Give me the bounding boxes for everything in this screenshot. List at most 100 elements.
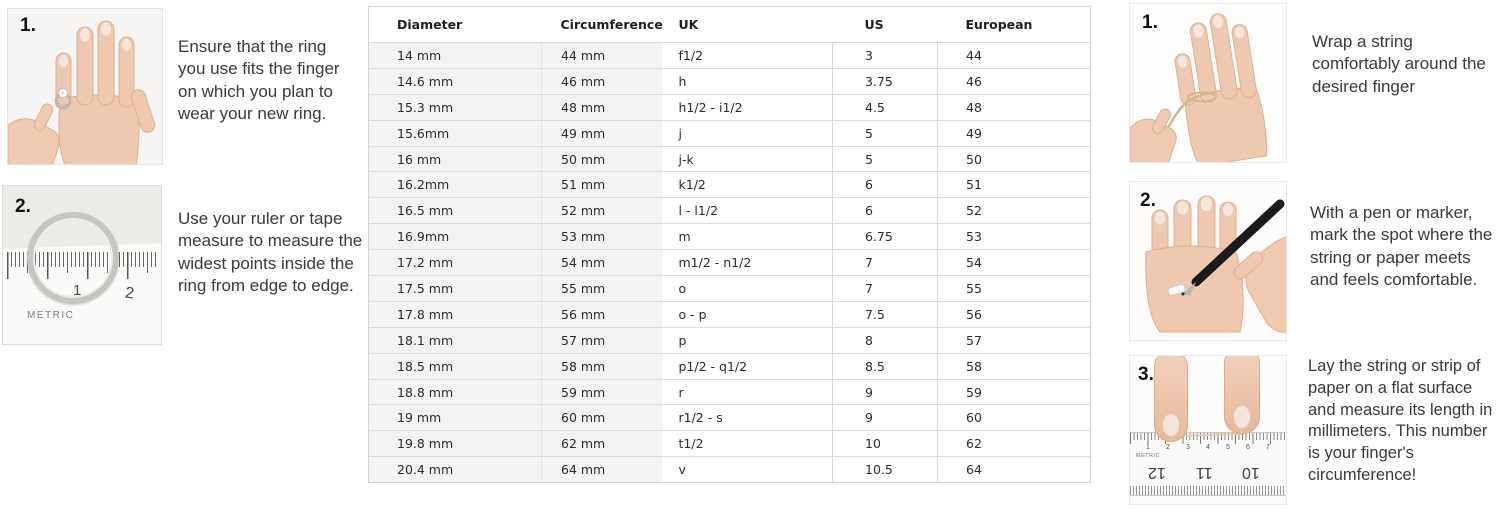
table-cell: o - p bbox=[661, 300, 833, 328]
table-cell: 17.2 mm bbox=[368, 249, 542, 276]
step-number-label: 1. bbox=[1142, 12, 1158, 33]
table-cell: l - l1/2 bbox=[661, 197, 833, 224]
table-row: 17.8 mm 56 mm o - p 7.5 56 bbox=[368, 300, 1091, 328]
table-cell: 51 mm bbox=[541, 171, 662, 198]
table-cell: 17.8 mm bbox=[368, 300, 542, 328]
ruler-number: 2 bbox=[1166, 444, 1170, 451]
table-cell: r1/2 - s bbox=[661, 404, 833, 431]
table-cell: 58 mm bbox=[541, 352, 662, 380]
table-cell: 7 bbox=[832, 249, 938, 276]
table-cell: 56 mm bbox=[541, 300, 662, 328]
table-cell: 7 bbox=[832, 275, 938, 302]
ruler-number: 7 bbox=[1266, 444, 1270, 451]
table-cell: h bbox=[661, 67, 833, 95]
table-cell: 44 mm bbox=[541, 42, 662, 69]
left-step2-photo: 1 2 METRIC 2. bbox=[2, 185, 162, 345]
column-header-us: US bbox=[832, 6, 938, 43]
table-body: 14 mm 44 mm f1/2 3 44 14.6 mm 46 mm h 3.75 46 15… bbox=[368, 42, 1091, 483]
metric-label: METRIC bbox=[27, 310, 75, 321]
table-row: 17.2 mm 54 mm m1/2 - n1/2 7 54 bbox=[368, 249, 1091, 276]
table-row: 19 mm 60 mm r1/2 - s 9 60 bbox=[368, 404, 1091, 431]
table-cell: 9 bbox=[832, 404, 938, 431]
step-number-label: 2. bbox=[1140, 190, 1156, 211]
step-number-label: 1. bbox=[20, 15, 36, 36]
table-cell: 5 bbox=[832, 145, 938, 172]
table-cell: 10.5 bbox=[832, 456, 938, 483]
ruler-number-large: 10 bbox=[1242, 464, 1260, 481]
table-cell: 50 bbox=[937, 145, 1091, 172]
table-cell: j bbox=[661, 119, 833, 147]
table-cell: 53 bbox=[937, 223, 1091, 250]
ruler: 1 2 3 4 5 6 7 METRIC 12 11 10 bbox=[1130, 432, 1286, 496]
table-cell: 6 bbox=[832, 197, 938, 224]
step-instruction-text: Wrap a string comfortably around the des… bbox=[1312, 32, 1486, 96]
table-cell: 44 bbox=[937, 42, 1091, 69]
table-cell: r bbox=[661, 378, 833, 405]
table-cell: 10 bbox=[832, 430, 938, 457]
table-cell: 58 bbox=[937, 352, 1091, 380]
string-band bbox=[1167, 283, 1186, 296]
table-cell: 18.1 mm bbox=[368, 326, 542, 354]
step-instruction-text: Ensure that the ring you use fits the fi… bbox=[178, 37, 340, 124]
table-cell: 19 mm bbox=[368, 404, 542, 431]
fingernail bbox=[1233, 405, 1251, 429]
step-instruction-text: With a pen or marker, mark the spot wher… bbox=[1310, 203, 1493, 290]
step-number-label: 2. bbox=[15, 196, 31, 217]
column-header-diameter: Diameter bbox=[368, 6, 542, 43]
ruler-number-large: 11 bbox=[1196, 464, 1213, 481]
mark-with-pen-illustration bbox=[1130, 182, 1286, 340]
ring-size-table: Diameter Circumference UK US European 14… bbox=[368, 6, 1091, 484]
table-cell: 14.6 mm bbox=[368, 67, 542, 95]
table-cell: 46 mm bbox=[541, 67, 662, 95]
table-cell: 18.5 mm bbox=[368, 352, 542, 380]
table-cell: 54 bbox=[937, 249, 1091, 276]
table-cell: 14 mm bbox=[368, 42, 542, 69]
finger bbox=[1224, 356, 1260, 434]
wrap-string-illustration bbox=[1130, 4, 1286, 162]
table-cell: 3.75 bbox=[832, 67, 938, 95]
table-cell: m1/2 - n1/2 bbox=[661, 249, 833, 276]
table-cell: 7.5 bbox=[832, 300, 938, 328]
table-cell: 50 mm bbox=[541, 145, 662, 172]
table-cell: 17.5 mm bbox=[368, 275, 542, 302]
table-row: 18.8 mm 59 mm r 9 59 bbox=[368, 378, 1091, 405]
table-cell: 55 bbox=[937, 275, 1091, 302]
table-cell: p1/2 - q1/2 bbox=[661, 352, 833, 380]
table-cell: 57 bbox=[937, 326, 1091, 354]
table-cell: 59 bbox=[937, 378, 1091, 405]
column-header-circumference: Circumference bbox=[541, 6, 663, 43]
table-cell: j-k bbox=[661, 145, 833, 172]
table-row: 18.1 mm 57 mm p 8 57 bbox=[368, 326, 1091, 354]
step-instruction-text: Use your ruler or tape measure to measur… bbox=[178, 209, 363, 296]
table-cell: 56 bbox=[937, 300, 1091, 328]
table-cell: 9 bbox=[832, 378, 938, 405]
right-step3-photo: 1 2 3 4 5 6 7 METRIC 12 11 10 3. bbox=[1129, 355, 1287, 505]
table-cell: 64 mm bbox=[541, 456, 662, 483]
table-cell: 15.6mm bbox=[368, 119, 542, 147]
table-cell: 46 bbox=[937, 67, 1091, 95]
table-cell: 55 mm bbox=[541, 275, 662, 302]
table-row: 16.2mm 51 mm k1/2 6 51 bbox=[368, 171, 1091, 198]
ruler-ticks bbox=[1130, 486, 1286, 495]
ruler-ticks bbox=[1130, 433, 1286, 444]
table-cell: 48 mm bbox=[541, 93, 662, 121]
table-cell: 8 bbox=[832, 326, 938, 354]
step-number-label: 3. bbox=[1138, 364, 1154, 385]
ruler-number: 6 bbox=[1246, 444, 1250, 451]
pen-tip bbox=[1182, 282, 1196, 296]
table-cell: 53 mm bbox=[541, 223, 662, 250]
table-cell: h1/2 - i1/2 bbox=[661, 93, 833, 121]
pen bbox=[1191, 199, 1285, 287]
table-row: 16.5 mm 52 mm l - l1/2 6 52 bbox=[368, 197, 1091, 224]
table-row: 17.5 mm 55 mm o 7 55 bbox=[368, 275, 1091, 302]
table-header: Diameter Circumference UK US European bbox=[368, 6, 1091, 43]
table-cell: 51 bbox=[937, 171, 1091, 198]
ruler-number: 5 bbox=[1226, 444, 1230, 451]
table-cell: o bbox=[661, 275, 833, 302]
table-cell: 5 bbox=[832, 119, 938, 147]
ruler-number: 1 bbox=[1146, 444, 1150, 451]
table-row: 19.8 mm 62 mm t1/2 10 62 bbox=[368, 430, 1091, 457]
table-row: 15.6mm 49 mm j 5 49 bbox=[368, 119, 1091, 147]
table-cell: k1/2 bbox=[661, 171, 833, 198]
table-cell: t1/2 bbox=[661, 430, 833, 457]
